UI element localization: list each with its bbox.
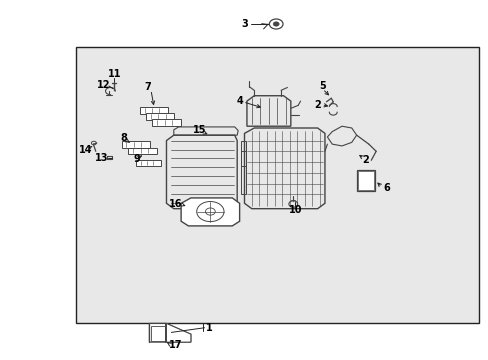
- Text: 2: 2: [314, 100, 320, 110]
- Bar: [356, 170, 374, 191]
- Bar: [357, 171, 373, 190]
- Circle shape: [273, 22, 279, 26]
- Bar: [240, 151, 246, 194]
- Text: 9: 9: [134, 154, 141, 164]
- Polygon shape: [166, 323, 190, 342]
- Polygon shape: [140, 107, 167, 114]
- Polygon shape: [122, 141, 150, 148]
- Text: 6: 6: [382, 183, 389, 193]
- Text: 17: 17: [168, 340, 182, 350]
- Text: 16: 16: [168, 199, 182, 210]
- Text: 7: 7: [144, 82, 151, 92]
- Polygon shape: [128, 148, 157, 154]
- Text: 10: 10: [288, 206, 302, 216]
- Polygon shape: [149, 323, 190, 342]
- Polygon shape: [136, 160, 160, 166]
- Text: 4: 4: [236, 96, 243, 106]
- Bar: [76, 47, 478, 323]
- Polygon shape: [181, 198, 239, 226]
- Text: 8: 8: [121, 133, 127, 143]
- Polygon shape: [152, 120, 180, 126]
- Bar: [240, 140, 246, 166]
- Text: 14: 14: [79, 145, 93, 155]
- Text: 3: 3: [241, 19, 247, 30]
- Text: 2: 2: [361, 155, 368, 165]
- Text: 11: 11: [107, 69, 121, 79]
- Text: 13: 13: [95, 153, 108, 163]
- Bar: [151, 326, 164, 341]
- Text: 5: 5: [319, 81, 325, 91]
- Text: 12: 12: [97, 80, 111, 90]
- Text: 1: 1: [205, 323, 212, 333]
- Text: 15: 15: [192, 125, 206, 135]
- Polygon shape: [146, 113, 174, 120]
